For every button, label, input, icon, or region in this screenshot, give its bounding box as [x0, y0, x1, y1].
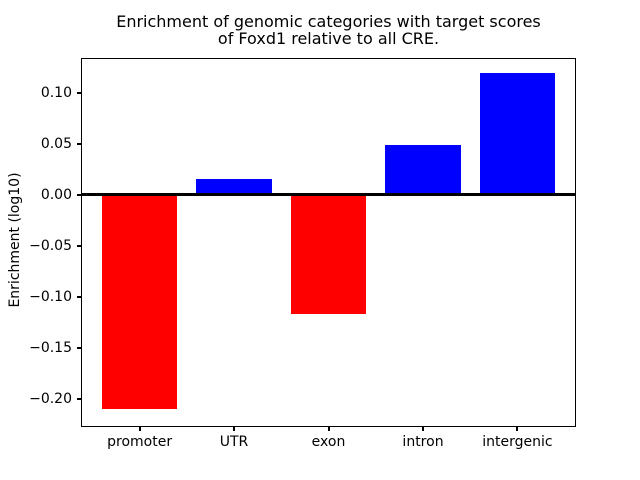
y-tick-label: −0.20	[29, 390, 72, 407]
y-tick-mark	[77, 346, 81, 349]
x-tick-label: UTR	[219, 434, 249, 450]
y-tick-mark	[77, 142, 81, 145]
chart-title: Enrichment of genomic categories with ta…	[116, 12, 541, 48]
x-tick-mark	[422, 427, 424, 431]
y-tick-label: −0.05	[29, 237, 72, 254]
x-tick-label: exon	[311, 434, 346, 450]
x-tick-mark	[233, 427, 235, 431]
y-tick-label: −0.10	[29, 288, 72, 305]
y-tick-label: −0.15	[29, 339, 72, 356]
x-tick-label: promoter	[107, 434, 173, 450]
bar-promoter	[101, 194, 178, 409]
x-tick-mark	[516, 427, 519, 431]
bar-exon	[290, 194, 367, 314]
bar-intron	[385, 144, 461, 195]
bar-intergenic	[479, 73, 556, 195]
x-tick-label: intergenic	[482, 434, 553, 450]
bar-UTR	[196, 179, 272, 195]
y-tick-mark	[77, 193, 81, 196]
zero-line	[81, 193, 576, 197]
y-tick-label: 0.00	[40, 186, 72, 203]
y-tick-label: 0.10	[40, 84, 72, 101]
y-tick-mark	[77, 295, 81, 298]
y-tick-mark	[77, 397, 81, 400]
y-tick-label: 0.05	[40, 135, 72, 152]
y-tick-mark	[77, 244, 81, 247]
x-tick-mark	[138, 427, 141, 431]
x-tick-mark	[327, 427, 330, 431]
x-tick-label: intron	[402, 434, 444, 450]
y-tick-mark	[77, 91, 81, 94]
